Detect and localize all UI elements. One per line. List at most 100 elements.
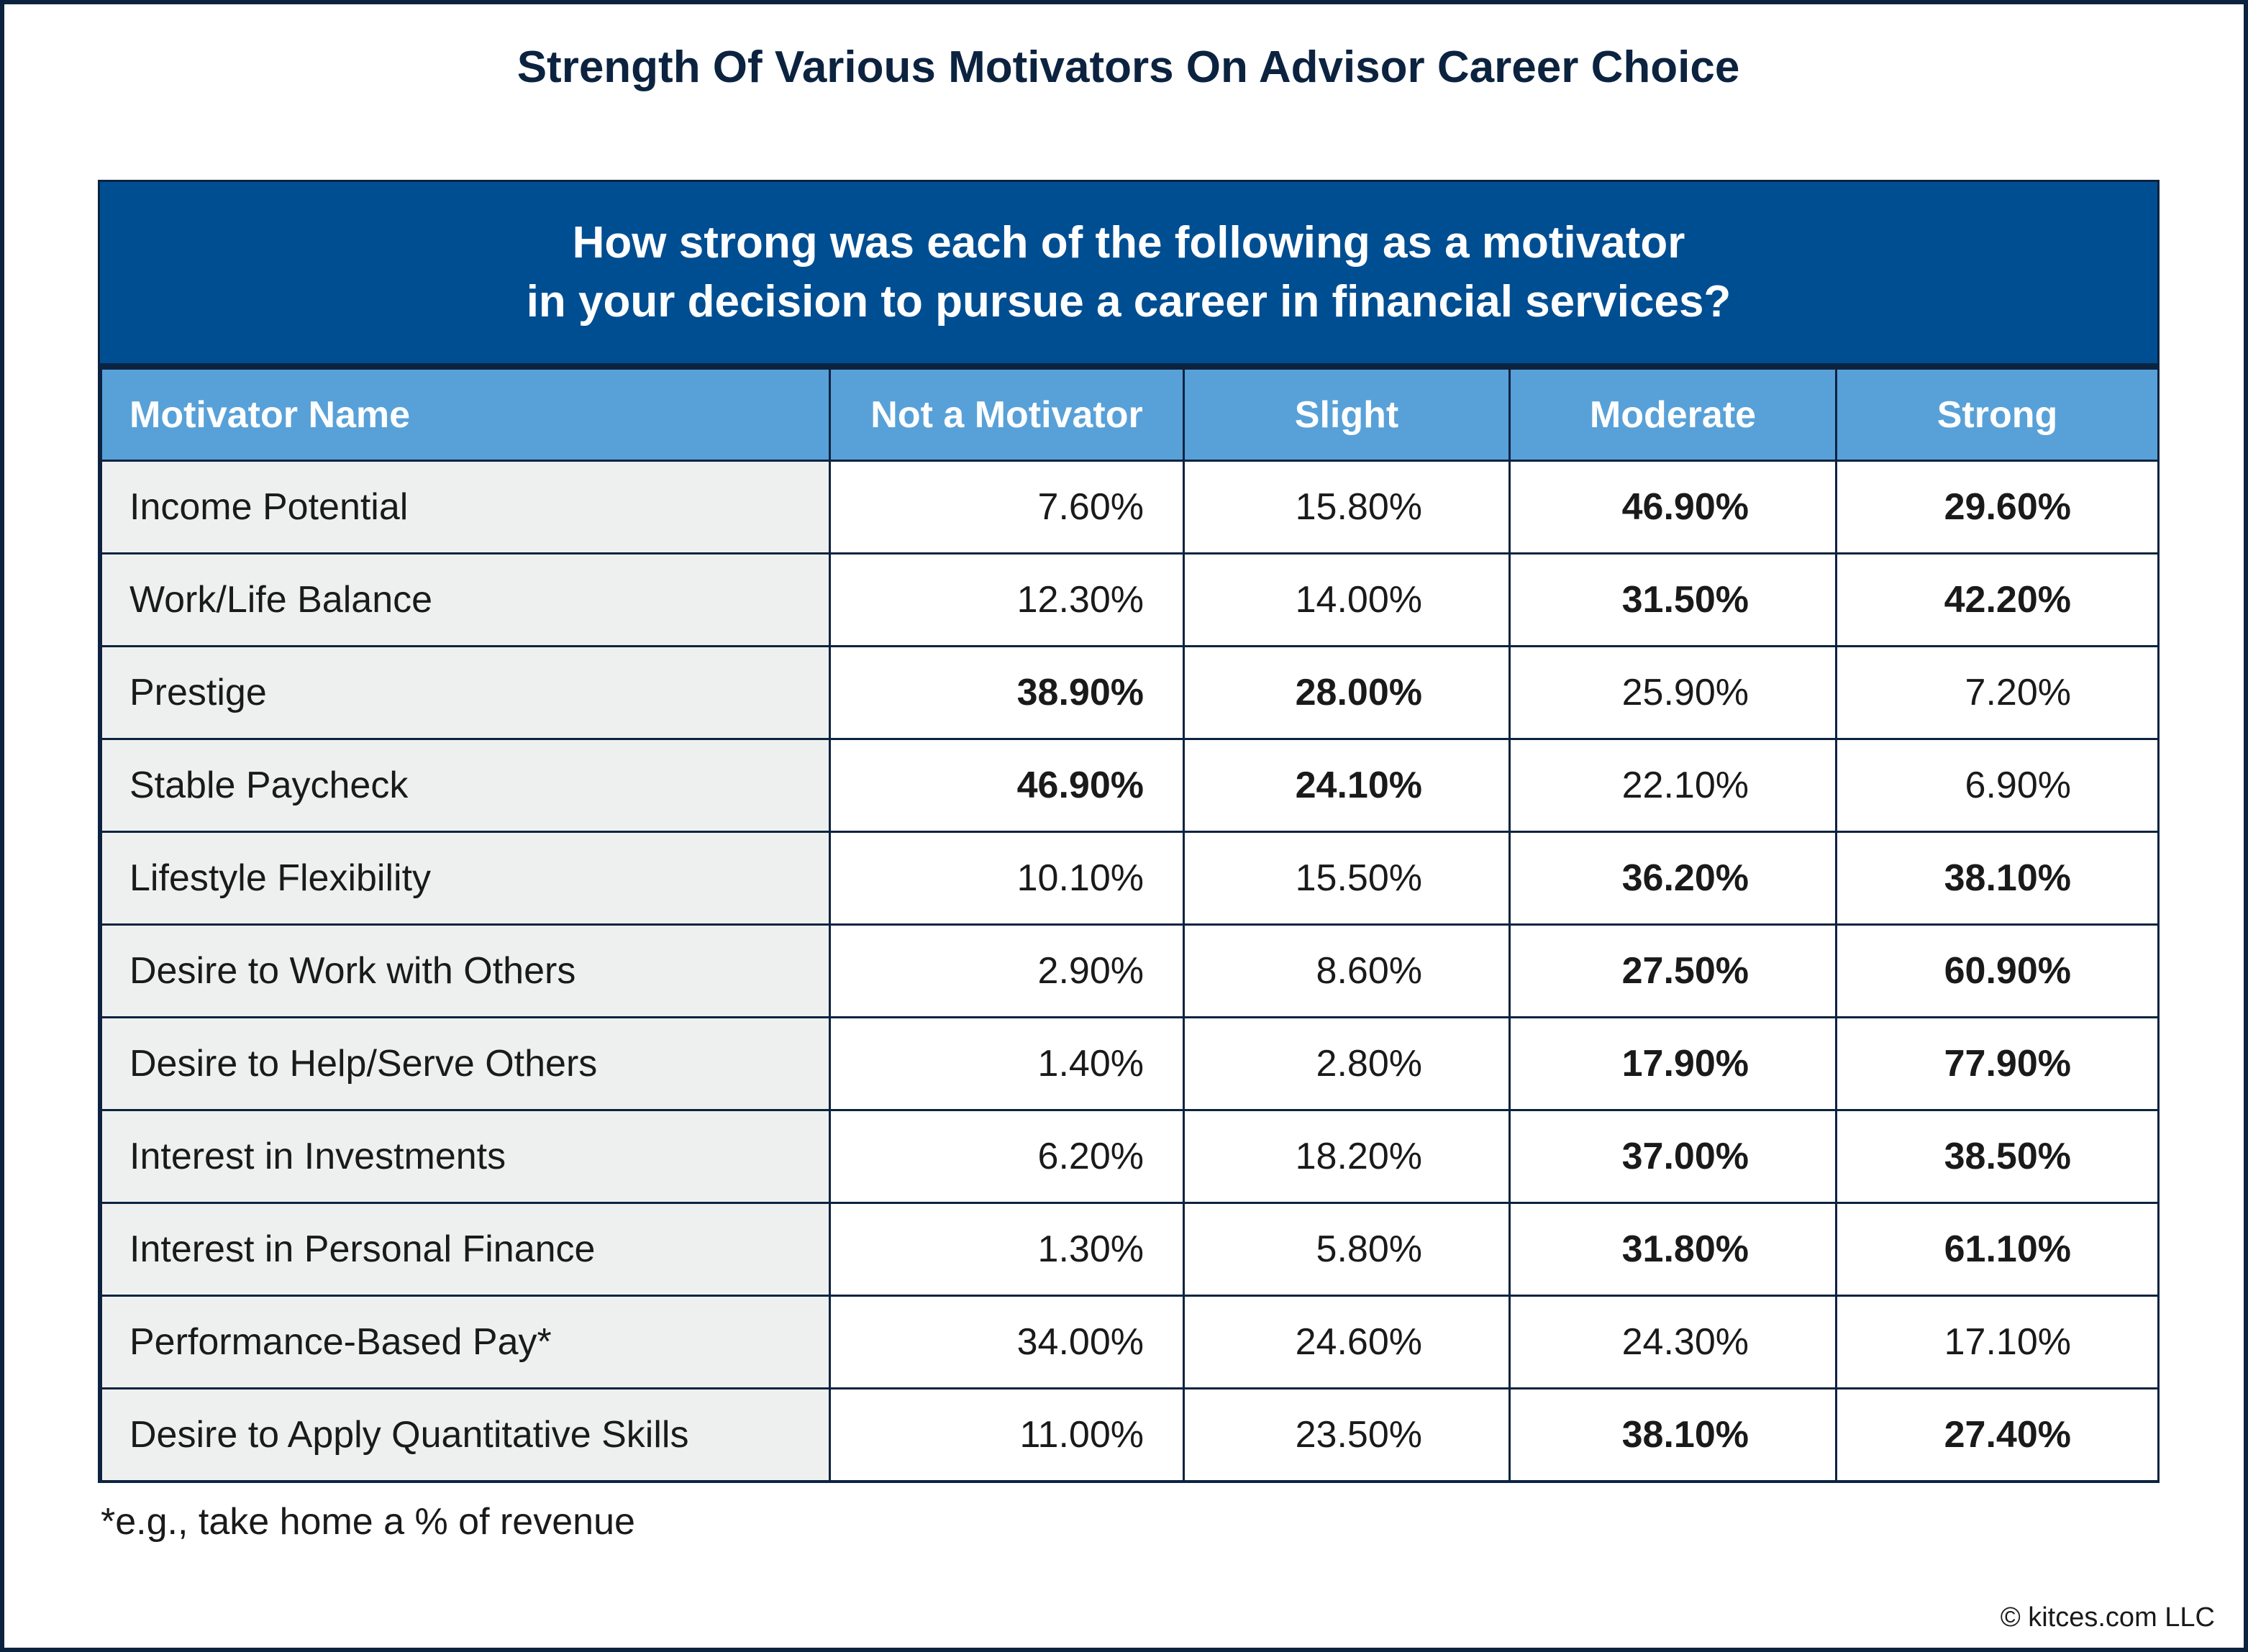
motivator-name-cell: Performance-Based Pay* [100,1295,831,1389]
banner-line-1: How strong was each of the following as … [572,218,1685,268]
column-header-motivator-name: Motivator Name [100,368,831,462]
table-row: Desire to Work with Others 2.90% 8.60% 27.5… [100,923,2160,1018]
table-row: Interest in Investments 6.20% 18.20% 37.00%… [100,1109,2160,1204]
value-text: 46.90% [1621,486,1749,528]
value-text: 24.10% [1295,765,1422,806]
value-cell: 5.80% [1183,1202,1511,1297]
value-cell: 24.10% [1183,738,1511,833]
value-text: 15.80% [1295,486,1422,528]
value-text: 61.10% [1944,1228,2071,1270]
column-header-slight: Slight [1183,368,1511,462]
value-cell: 34.00% [829,1295,1185,1389]
table-question-banner: How strong was each of the following as … [100,182,2157,368]
value-cell: 17.10% [1835,1295,2160,1389]
value-text: 29.60% [1944,486,2071,528]
value-cell: 60.90% [1835,923,2160,1018]
value-text: 22.10% [1621,765,1749,806]
table-row: Prestige 38.90% 28.00% 25.90% 7.20% [100,645,2160,740]
value-text: 42.20% [1944,579,2071,621]
footnote: *e.g., take home a % of revenue [101,1501,635,1543]
value-text: 34.00% [1016,1321,1144,1363]
column-header-moderate: Moderate [1508,368,1837,462]
value-text: 8.60% [1316,950,1422,992]
value-text: 2.80% [1316,1043,1422,1085]
value-text: 24.60% [1295,1321,1422,1363]
value-text: 38.10% [1944,857,2071,899]
value-text: 1.40% [1037,1043,1144,1085]
value-cell: 46.90% [1508,460,1837,555]
value-cell: 12.30% [829,552,1185,647]
value-cell: 24.30% [1508,1295,1837,1389]
value-text: 17.10% [1944,1321,2071,1363]
value-cell: 15.50% [1183,831,1511,926]
value-cell: 6.90% [1835,738,2160,833]
value-cell: 27.50% [1508,923,1837,1018]
value-text: 5.80% [1316,1228,1422,1270]
value-cell: 6.20% [829,1109,1185,1204]
table-row: Performance-Based Pay* 34.00% 24.60% 24.30%… [100,1295,2160,1389]
value-cell: 23.50% [1183,1387,1511,1482]
value-cell: 24.60% [1183,1295,1511,1389]
value-cell: 7.60% [829,460,1185,555]
value-cell: 2.80% [1183,1016,1511,1111]
value-text: 6.20% [1037,1136,1144,1177]
value-cell: 61.10% [1835,1202,2160,1297]
value-cell: 8.60% [1183,923,1511,1018]
data-table: Motivator Name Not a Motivator Slight Mo… [100,368,2160,1482]
header-row: Motivator Name Not a Motivator Slight Mo… [100,368,2160,462]
table-body: Income Potential 7.60% 15.80% 46.90% 29.60% W… [100,460,2160,1482]
value-cell: 38.10% [1508,1387,1837,1482]
value-text: 12.30% [1016,579,1144,621]
value-text: 14.00% [1295,579,1422,621]
value-text: 46.90% [1016,765,1144,806]
value-cell: 46.90% [829,738,1185,833]
value-cell: 17.90% [1508,1016,1837,1111]
value-cell: 22.10% [1508,738,1837,833]
value-text: 60.90% [1944,950,2071,992]
value-text: 18.20% [1295,1136,1422,1177]
value-cell: 42.20% [1835,552,2160,647]
value-cell: 38.10% [1835,831,2160,926]
value-cell: 25.90% [1508,645,1837,740]
value-text: 7.20% [1965,672,2071,713]
value-text: 31.50% [1621,579,1749,621]
value-text: 37.00% [1621,1136,1749,1177]
value-text: 36.20% [1621,857,1749,899]
value-text: 17.90% [1621,1043,1749,1085]
motivator-name-cell: Interest in Personal Finance [100,1202,831,1297]
value-cell: 18.20% [1183,1109,1511,1204]
table-row: Interest in Personal Finance 1.30% 5.80% 31… [100,1202,2160,1297]
motivator-name-cell: Desire to Work with Others [100,923,831,1018]
chart-title: Strength Of Various Motivators On Adviso… [517,42,1740,92]
motivator-name-cell: Work/Life Balance [100,552,831,647]
value-text: 6.90% [1965,765,2071,806]
value-cell: 2.90% [829,923,1185,1018]
motivator-name-cell: Prestige [100,645,831,740]
value-cell: 37.00% [1508,1109,1837,1204]
value-text: 27.40% [1944,1414,2071,1456]
value-cell: 11.00% [829,1387,1185,1482]
value-cell: 10.10% [829,831,1185,926]
value-text: 38.50% [1944,1136,2071,1177]
value-cell: 31.50% [1508,552,1837,647]
value-text: 2.90% [1037,950,1144,992]
motivator-name-cell: Income Potential [100,460,831,555]
table-row: Desire to Help/Serve Others 1.40% 2.80% 17.… [100,1016,2160,1111]
value-cell: 1.40% [829,1016,1185,1111]
value-text: 25.90% [1621,672,1749,713]
value-text: 38.10% [1621,1414,1749,1456]
motivator-name-cell: Interest in Investments [100,1109,831,1204]
value-cell: 31.80% [1508,1202,1837,1297]
table-row: Lifestyle Flexibility 10.10% 15.50% 36.20% 3… [100,831,2160,926]
table-row: Income Potential 7.60% 15.80% 46.90% 29.60% [100,460,2160,555]
value-cell: 28.00% [1183,645,1511,740]
column-header-strong: Strong [1835,368,2160,462]
copyright-notice: © kitces.com LLC [2000,1602,2215,1633]
motivator-table: How strong was each of the following as … [98,180,2160,1483]
table-row: Stable Paycheck 46.90% 24.10% 22.10% 6.90% [100,738,2160,833]
value-text: 31.80% [1621,1228,1749,1270]
value-text: 10.10% [1016,857,1144,899]
table-row: Work/Life Balance 12.30% 14.00% 31.50% 42.20… [100,552,2160,647]
value-cell: 38.50% [1835,1109,2160,1204]
